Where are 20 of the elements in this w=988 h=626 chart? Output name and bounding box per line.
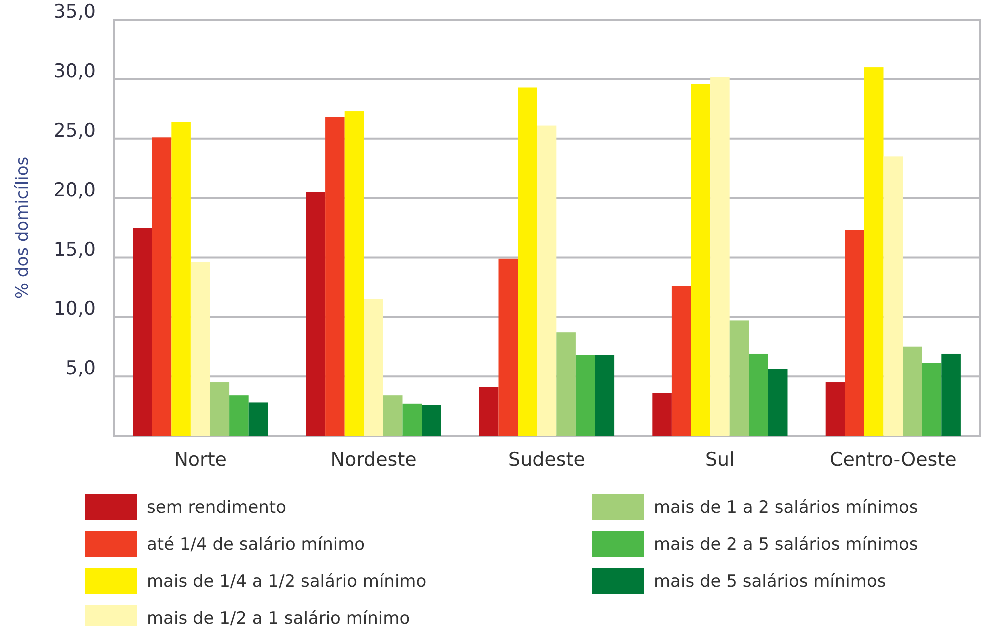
y-tick-label: 25,0	[54, 120, 96, 142]
y-tick-label: 5,0	[66, 358, 96, 380]
y-tick-label: 30,0	[54, 60, 96, 83]
legend-label: mais de 2 a 5 salários mínimos	[654, 535, 918, 555]
x-tick-label: Sul	[706, 449, 735, 471]
legend-label: mais de 1/2 a 1 salário mínimo	[147, 609, 410, 626]
x-tick-label: Norte	[174, 449, 227, 471]
x-tick-label: Nordeste	[330, 449, 417, 471]
x-tick-label: Centro-Oeste	[830, 449, 957, 471]
y-tick-label: 20,0	[54, 179, 96, 202]
legend-label: até 1/4 de salário mínimo	[147, 535, 366, 555]
legend-label: mais de 1 a 2 salários mínimos	[654, 498, 918, 518]
y-tick-label: 10,0	[54, 298, 96, 320]
legend-label: mais de 1/4 a 1/2 salário mínimo	[147, 572, 427, 592]
legend-label: sem rendimento	[147, 498, 287, 518]
y-axis-title: % dos domicílios	[13, 156, 33, 300]
y-tick-label: 15,0	[54, 238, 96, 261]
x-tick-label: Sudeste	[508, 449, 586, 471]
legend-label: mais de 5 salários mínimos	[654, 572, 886, 592]
y-tick-label: 35,0	[54, 1, 96, 24]
